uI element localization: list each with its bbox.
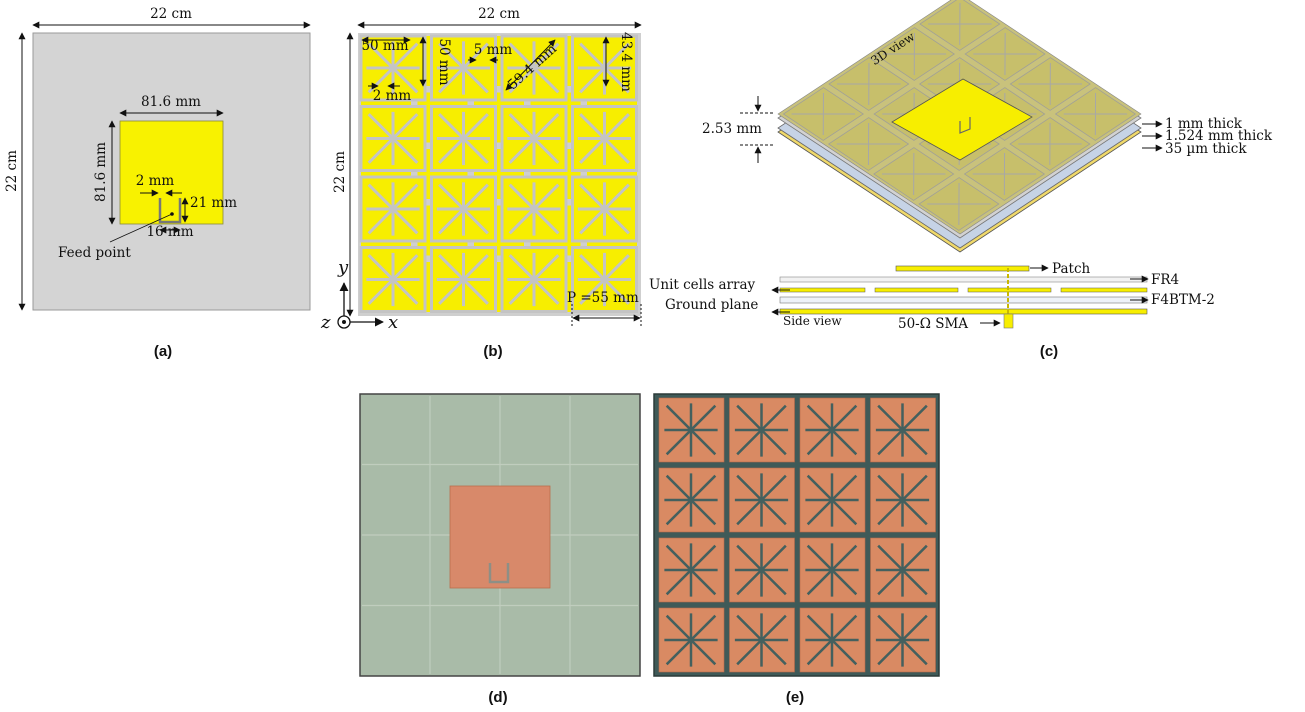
layer2-thickness-label: 1.524 mm thick bbox=[1165, 128, 1273, 144]
gap-label: 5 mm bbox=[474, 42, 513, 58]
caption-b: (b) bbox=[483, 343, 502, 360]
panel-d: (d) bbox=[359, 393, 641, 706]
sma-label: 50-Ω SMA bbox=[898, 316, 968, 332]
axis-y-label: y bbox=[337, 257, 349, 278]
height-label: 22 cm bbox=[4, 150, 20, 192]
board-height-label: 22 cm bbox=[332, 151, 348, 193]
radiating-patch bbox=[119, 120, 224, 225]
fr4-label: FR4 bbox=[1151, 272, 1179, 288]
cell-slots bbox=[359, 34, 638, 313]
layer3-thickness-label: 35 µm thick bbox=[1165, 141, 1247, 157]
panel-a: 22 cm 22 cm 81.6 mm 81.6 mm 2 mm 21 mm 1… bbox=[4, 6, 311, 360]
caption-e: (e) bbox=[786, 689, 804, 706]
caption-d: (d) bbox=[488, 689, 507, 706]
side-f4btm bbox=[779, 296, 1148, 304]
board-width-label: 22 cm bbox=[478, 6, 520, 22]
cell-width-label: 50 mm bbox=[361, 38, 408, 54]
caption-c: (c) bbox=[1040, 343, 1058, 360]
caption-a: (a) bbox=[154, 343, 172, 360]
photo-u-slot bbox=[488, 563, 510, 584]
slot-span-label: 16 mm bbox=[146, 224, 193, 240]
z-axis-dot bbox=[342, 320, 346, 324]
diag-dimension bbox=[505, 39, 556, 91]
slot-width-label: 2 mm bbox=[136, 173, 175, 189]
panel-b: 22 cm 22 cm 50 mm 50 mm 5 mm 2 mm 59.4 m… bbox=[320, 6, 642, 360]
arm-label: 43.4 mm bbox=[618, 32, 634, 92]
f4btm-label: F4BTM-2 bbox=[1151, 292, 1215, 308]
cell-height-label: 50 mm bbox=[436, 38, 452, 85]
feed-point-label: Feed point bbox=[58, 245, 131, 261]
side-cell-4 bbox=[1060, 287, 1148, 293]
side-cell-1 bbox=[779, 287, 866, 293]
feed-leader bbox=[109, 213, 173, 243]
photo-copper-patch bbox=[449, 485, 551, 589]
unit-cells-label: Unit cells array bbox=[649, 277, 756, 293]
side-fr4 bbox=[779, 276, 1148, 283]
panel-c: 3D view 2.53 mm 1 mm thick 1.524 mm thic… bbox=[649, 0, 1273, 360]
patch-label: Patch bbox=[1052, 261, 1091, 277]
photo-copper-cells bbox=[658, 397, 936, 673]
panel-e: (e) bbox=[653, 393, 940, 706]
side-cell-2 bbox=[874, 287, 959, 293]
iso-radiating-patch bbox=[891, 78, 1033, 161]
period-label: P =55 mm bbox=[567, 290, 639, 306]
feed-point-marker bbox=[170, 212, 174, 216]
side-patch bbox=[895, 265, 1030, 272]
slot-label: 2 mm bbox=[373, 88, 412, 104]
axis-x-label: x bbox=[388, 312, 398, 333]
axis-z-label: z bbox=[320, 312, 331, 333]
slot-length-label: 21 mm bbox=[190, 195, 237, 211]
side-view-label: Side view bbox=[783, 314, 842, 328]
ground-plane-label: Ground plane bbox=[665, 297, 758, 313]
width-label: 22 cm bbox=[150, 6, 192, 22]
u-slot bbox=[158, 198, 182, 224]
patch-height-label: 81.6 mm bbox=[93, 142, 109, 202]
patch-width-label: 81.6 mm bbox=[141, 94, 201, 110]
iso-u-slot bbox=[959, 117, 971, 134]
total-thickness-label: 2.53 mm bbox=[702, 121, 762, 137]
side-cell-3 bbox=[967, 287, 1052, 293]
layer1-thickness-label: 1 mm thick bbox=[1165, 116, 1243, 132]
side-sma-connector bbox=[1003, 313, 1014, 329]
